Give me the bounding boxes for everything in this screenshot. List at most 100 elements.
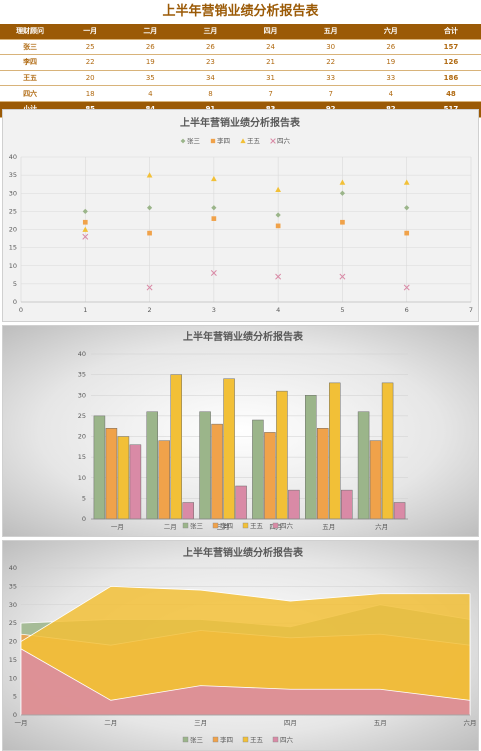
- legend-swatch: [212, 522, 219, 529]
- legend-label: 张三: [187, 136, 201, 145]
- scatter-point: [404, 205, 410, 211]
- bar: [199, 411, 211, 520]
- scatter-point: [339, 179, 346, 185]
- scatter-point: [275, 212, 281, 218]
- scatter-point: [275, 223, 281, 229]
- sales-table: 理财顾问 一月 二月 三月 四月 五月 六月 合计 张三 25 26 26 24 30 26 157 李四 22 1…: [0, 24, 481, 118]
- table-value-cell: 7: [240, 85, 301, 102]
- scatter-point: [82, 233, 89, 240]
- y-tick-label: 15: [78, 453, 86, 461]
- scatter-point: [82, 208, 88, 214]
- bar: [305, 395, 317, 520]
- x-tick-label: 五月: [374, 719, 387, 727]
- x-tick-label: 6: [405, 306, 409, 314]
- table-header-cell: 理财顾问: [0, 24, 61, 40]
- bar: [393, 502, 406, 520]
- bar: [93, 415, 106, 520]
- scatter-point: [339, 273, 346, 280]
- table-value-cell: 19: [360, 54, 421, 71]
- legend-label: 李四: [220, 735, 233, 744]
- table-row: 李四 22 19 23 21 22 19 126: [0, 54, 481, 71]
- y-tick-label: 35: [9, 582, 17, 590]
- scatter-point-stroke: [210, 270, 217, 276]
- x-tick-label: 五月: [322, 523, 335, 531]
- table-value-cell: 22: [300, 54, 361, 71]
- scatter-point: [211, 205, 217, 211]
- y-tick-label: 10: [9, 262, 17, 270]
- x-tick-label: 5: [340, 306, 344, 314]
- legend-swatch: [242, 736, 249, 743]
- y-tick-label: 35: [9, 171, 17, 179]
- legend-swatch: [272, 522, 279, 529]
- scatter-point: [147, 230, 152, 236]
- table-header-cell: 四月: [240, 24, 301, 40]
- table-value-cell: 26: [120, 39, 181, 56]
- scatter-point: [339, 190, 346, 196]
- table-header-cell: 五月: [300, 24, 361, 40]
- scatter-point-stroke: [339, 273, 346, 280]
- y-tick-label: 30: [9, 189, 17, 197]
- scatter-point-stroke: [146, 284, 153, 291]
- scatter-chart-panel: 上半年营销业绩分析报告表 张三 李四 王五 四六 0 5 10 15 20 25 30 35 40 0 1 2 3…: [2, 109, 479, 322]
- scatter-point: [82, 226, 89, 232]
- y-tick-label: 15: [9, 244, 17, 252]
- table-value-cell: 26: [360, 39, 421, 56]
- scatter-point: [146, 205, 153, 211]
- scatter-point: [210, 270, 217, 276]
- table-value-cell: 24: [240, 39, 301, 56]
- scatter-point: [275, 186, 282, 192]
- bar: [235, 485, 247, 520]
- y-tick-label: 25: [78, 412, 86, 420]
- legend-label: 四六: [280, 735, 294, 744]
- x-tick-label: 六月: [464, 718, 477, 727]
- table-value-cell: 18: [60, 85, 121, 102]
- legend-label: 王五: [247, 137, 261, 145]
- y-tick-label: 25: [9, 619, 17, 627]
- x-tick-label: 1: [83, 306, 87, 314]
- y-tick-label: 20: [78, 433, 86, 441]
- bar: [170, 374, 182, 520]
- y-tick-label: 30: [9, 601, 17, 609]
- bar: [223, 378, 235, 520]
- bar: [381, 382, 394, 520]
- bar: [117, 436, 130, 520]
- bar: [146, 411, 158, 520]
- scatter-point: [404, 230, 410, 236]
- x-tick-label: 一月: [15, 719, 28, 727]
- y-tick-label: 40: [78, 350, 86, 358]
- bar: [211, 423, 223, 520]
- table-header-cell: 合计: [420, 24, 481, 40]
- table-value-cell: 26: [180, 39, 241, 56]
- scatter-point: [146, 284, 153, 291]
- legend-swatch: [182, 522, 189, 529]
- legend-swatch: [182, 736, 189, 743]
- x-tick-label: 四月: [284, 719, 297, 727]
- x-tick-label: 一月: [111, 523, 124, 531]
- y-tick-label: 5: [13, 280, 17, 288]
- table-value-cell: 8: [180, 85, 241, 102]
- y-tick-label: 40: [9, 153, 17, 161]
- scatter-point: [146, 172, 153, 178]
- table-value-cell: 35: [120, 70, 181, 87]
- y-tick-label: 5: [13, 693, 17, 701]
- legend-label: 张三: [190, 521, 204, 530]
- legend-swatch: [212, 736, 219, 743]
- bar: [182, 502, 194, 520]
- bar: [129, 444, 142, 520]
- scatter-point-stroke: [82, 233, 89, 240]
- legend-label: 王五: [250, 522, 264, 530]
- bar: [252, 419, 264, 520]
- table-name-cell: 张三: [0, 39, 61, 56]
- table-value-cell: 7: [300, 85, 361, 102]
- y-tick-label: 10: [9, 674, 17, 682]
- y-tick-label: 20: [9, 226, 17, 234]
- area-series: [20, 648, 471, 716]
- y-tick-label: 0: [13, 711, 17, 719]
- y-tick-label: 30: [78, 391, 86, 399]
- bar: [317, 428, 329, 520]
- bar-chart: 上半年营销业绩分析报告表0510152025303540一月二月三月四月五月六月…: [78, 330, 408, 531]
- area-chart-panel: 上半年营销业绩分析报告表 0 5 10 15 20 25 30 35 40 一月 二月 三月 四月 五月 六月…: [2, 540, 479, 751]
- legend-swatch: [242, 522, 249, 529]
- y-tick-label: 40: [9, 564, 17, 572]
